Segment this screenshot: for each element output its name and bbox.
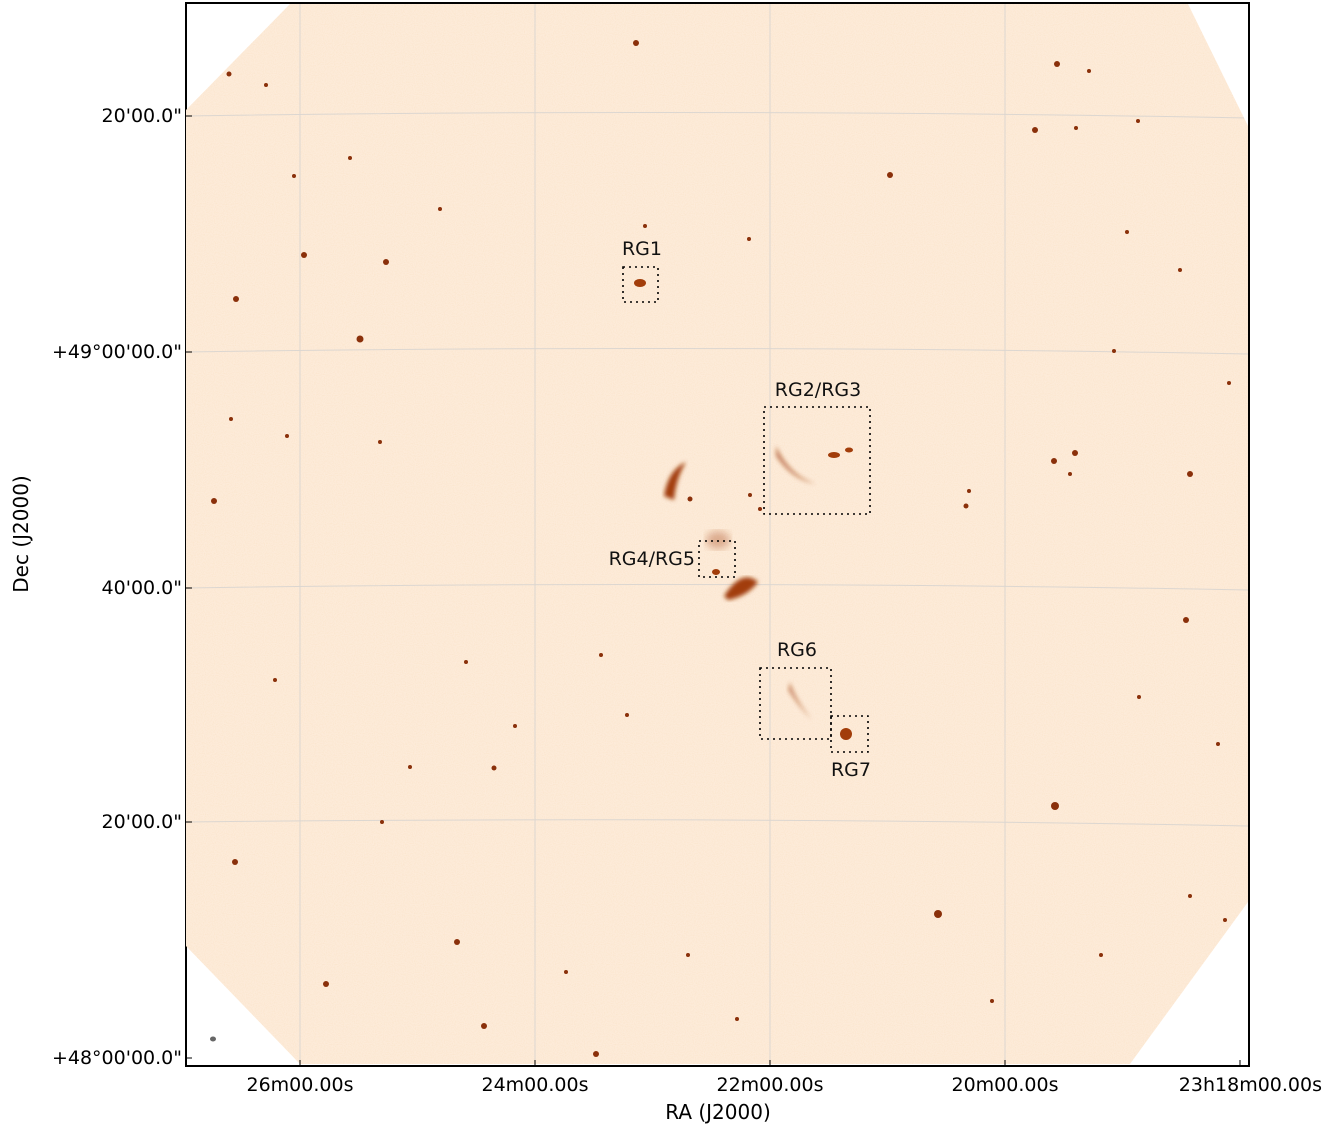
beam-marker [210, 1036, 216, 1042]
radio-map-image [186, 4, 1248, 1064]
region-label-rg2-rg3: RG2/RG3 [775, 379, 861, 401]
y-tick-label: 20'00.0" [102, 105, 182, 127]
region-label-rg7: RG7 [831, 759, 871, 781]
region-boxes [622, 266, 871, 753]
y-tick-label: 20'00.0" [102, 811, 182, 833]
x-axis-title: RA (J2000) [665, 1100, 771, 1124]
region-label-rg6: RG6 [777, 639, 817, 661]
region-label-rg1: RG1 [622, 238, 662, 260]
y-tick-label: +49°00'00.0" [52, 341, 182, 363]
region-label-rg4-rg5: RG4/RG5 [609, 548, 695, 570]
x-tick-label: 20m00.00s [952, 1074, 1059, 1096]
compact-sources [211, 40, 1231, 1057]
region-box-rg7 [830, 715, 869, 753]
y-tick-label: +48°00'00.0" [52, 1047, 182, 1069]
x-tick-label: 22m00.00s [717, 1074, 824, 1096]
x-tick-label: 26m00.00s [247, 1074, 354, 1096]
y-axis-title: Dec (J2000) [9, 475, 33, 592]
coordinate-grid [186, 4, 1248, 1064]
y-tick-label: 40'00.0" [102, 577, 182, 599]
x-tick-label: 23h18m00.00s [1179, 1074, 1322, 1096]
axis-ticks [186, 115, 1241, 1066]
region-box-rg2-rg3 [763, 406, 871, 515]
extended-sources [634, 279, 853, 740]
region-box-rg4-rg5 [698, 540, 736, 578]
x-tick-label: 24m00.00s [482, 1074, 589, 1096]
